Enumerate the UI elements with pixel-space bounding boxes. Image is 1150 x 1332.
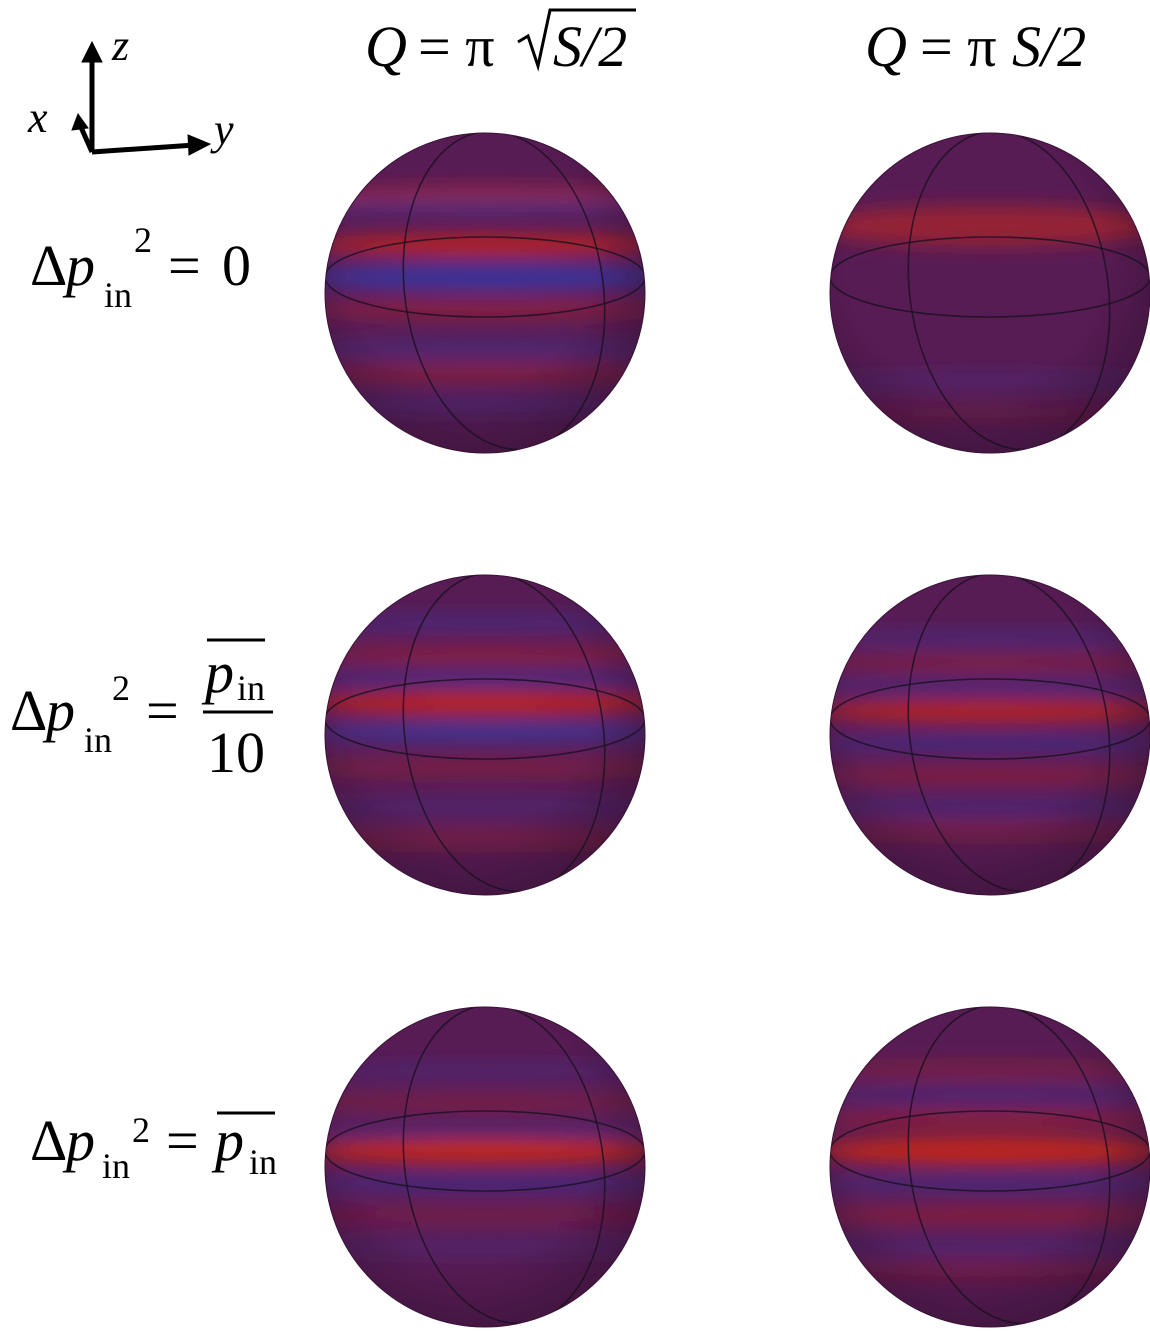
equation-part: = π bbox=[418, 14, 495, 79]
sphere-surface bbox=[830, 1007, 1150, 1327]
equator bbox=[325, 1110, 645, 1192]
sphere bbox=[324, 1006, 646, 1328]
equation-part: S/2 bbox=[1012, 14, 1086, 79]
sphere bbox=[324, 574, 646, 896]
arrow-head bbox=[71, 112, 89, 131]
shading bbox=[830, 1007, 1150, 1327]
symbol: Δ bbox=[30, 233, 67, 298]
symbol: p bbox=[201, 640, 234, 705]
outline bbox=[324, 1006, 646, 1328]
equator bbox=[325, 236, 645, 318]
axis-label: y bbox=[210, 105, 234, 154]
equator bbox=[830, 236, 1150, 318]
value: 0 bbox=[222, 233, 251, 298]
row-label: Δ p in 2 = 0 bbox=[30, 220, 251, 315]
symbol: Q bbox=[365, 14, 407, 79]
outline bbox=[324, 132, 646, 454]
sphere-surface bbox=[830, 133, 1150, 453]
symbol: p bbox=[62, 233, 95, 298]
symbol: p bbox=[42, 678, 75, 743]
subscript: in bbox=[84, 720, 112, 760]
equation-part: S/2 bbox=[553, 14, 627, 79]
axis-label: z bbox=[111, 21, 129, 70]
symbol: Δ bbox=[30, 1108, 67, 1173]
subscript: in bbox=[102, 1146, 130, 1186]
sphere bbox=[829, 132, 1150, 454]
subscript: in bbox=[104, 275, 132, 315]
column-header: Q = π S/2 bbox=[865, 14, 1086, 79]
symbol: = bbox=[166, 1108, 199, 1173]
shading bbox=[325, 575, 645, 895]
equator bbox=[325, 678, 645, 760]
sphere bbox=[829, 1006, 1150, 1328]
row-label: Δ p in 2 = p in 10 bbox=[10, 638, 273, 785]
equator bbox=[830, 678, 1150, 760]
sphere-surface bbox=[325, 1007, 645, 1327]
x-axis bbox=[77, 123, 95, 154]
symbol: = bbox=[146, 678, 179, 743]
shading bbox=[325, 133, 645, 453]
superscript: 2 bbox=[112, 668, 130, 708]
symbol: Δ bbox=[10, 678, 47, 743]
radical bbox=[517, 8, 636, 72]
shading bbox=[830, 133, 1150, 453]
symbol: = bbox=[168, 233, 201, 298]
y-axis bbox=[91, 142, 196, 155]
shading bbox=[830, 575, 1150, 895]
outline bbox=[829, 1006, 1150, 1328]
sphere-surface bbox=[830, 575, 1150, 895]
sphere bbox=[829, 574, 1150, 896]
arrow-head bbox=[187, 134, 212, 156]
sphere-grid bbox=[324, 132, 1150, 1328]
equation-part: = π bbox=[920, 14, 997, 79]
symbol: p bbox=[62, 1108, 95, 1173]
value: 10 bbox=[207, 720, 265, 785]
symbol: Q bbox=[865, 14, 907, 79]
sphere-surface bbox=[325, 133, 645, 453]
axis-label: x bbox=[27, 93, 48, 142]
subscript: in bbox=[237, 668, 265, 708]
outline bbox=[829, 574, 1150, 896]
equator bbox=[830, 1110, 1150, 1192]
superscript: 2 bbox=[132, 1110, 150, 1150]
axes-triad bbox=[71, 40, 212, 156]
outline bbox=[324, 574, 646, 896]
superscript: 2 bbox=[134, 220, 152, 260]
subscript: in bbox=[249, 1142, 277, 1182]
sphere bbox=[324, 132, 646, 454]
shading bbox=[325, 1007, 645, 1327]
row-label: Δ p in 2 = p in bbox=[30, 1108, 277, 1186]
sphere-surface bbox=[325, 575, 645, 895]
column-header: Q = π S/2 bbox=[365, 8, 636, 79]
symbol: p bbox=[211, 1108, 244, 1173]
arrow-head bbox=[81, 40, 103, 63]
outline bbox=[829, 132, 1150, 454]
